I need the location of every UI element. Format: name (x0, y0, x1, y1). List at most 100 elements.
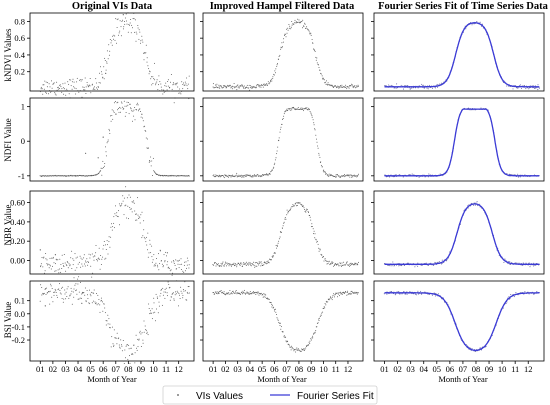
data-point (307, 344, 309, 346)
data-point (326, 83, 328, 85)
data-point (523, 85, 525, 87)
data-point (184, 261, 186, 263)
data-point (147, 65, 149, 67)
data-point (185, 83, 187, 85)
data-point (102, 248, 104, 250)
y-tick-label: 0.00 (10, 255, 25, 265)
data-point (220, 85, 222, 87)
data-point (65, 291, 67, 293)
data-point (134, 352, 136, 354)
data-point (343, 261, 345, 263)
data-point (246, 292, 248, 294)
data-point (172, 84, 174, 86)
data-point (333, 175, 335, 177)
data-point (428, 173, 430, 175)
data-point (269, 172, 271, 174)
data-point (287, 27, 289, 29)
data-point (508, 173, 511, 175)
data-point (40, 88, 42, 90)
data-point (235, 291, 236, 293)
data-point (212, 175, 214, 177)
data-point (133, 18, 135, 20)
data-point (120, 35, 122, 37)
data-point (133, 109, 135, 111)
data-point (76, 293, 78, 295)
data-point (186, 264, 188, 266)
data-point (161, 89, 163, 91)
data-point (131, 211, 133, 213)
data-point (109, 50, 111, 52)
data-point (130, 32, 132, 34)
data-point (223, 293, 225, 294)
data-point (66, 296, 68, 297)
data-point (89, 78, 91, 79)
data-point (434, 87, 436, 89)
data-point (138, 110, 139, 112)
data-point (59, 290, 61, 291)
data-point (294, 349, 296, 351)
data-point (150, 312, 152, 314)
data-point (67, 286, 69, 288)
data-point (103, 241, 105, 242)
data-point (161, 263, 163, 265)
data-point (57, 86, 59, 88)
data-point (216, 83, 218, 85)
data-point (218, 176, 220, 178)
data-point (243, 292, 245, 294)
data-point (61, 88, 63, 90)
data-point (132, 201, 134, 203)
data-point (139, 330, 141, 332)
x-tick-label: 07 (112, 364, 121, 374)
data-point (423, 87, 426, 89)
data-point (140, 214, 142, 216)
data-point (537, 89, 539, 91)
data-point (99, 82, 101, 84)
y-tick-label: -1 (18, 171, 25, 181)
data-point (310, 112, 312, 114)
data-point (140, 111, 141, 112)
data-point (105, 249, 107, 250)
data-point (146, 244, 148, 246)
data-point (528, 293, 530, 295)
data-point (293, 106, 295, 108)
data-point (311, 226, 313, 227)
data-point (272, 307, 274, 309)
data-point (138, 338, 140, 340)
data-point (101, 299, 103, 301)
data-point (147, 249, 148, 251)
legend-label-points: VIs Values (196, 391, 243, 402)
data-point (82, 86, 84, 88)
data-point (126, 197, 128, 199)
data-point (427, 176, 429, 178)
data-point (106, 50, 108, 52)
data-point (154, 79, 156, 81)
data-point (228, 174, 230, 176)
y-tick-label: 0.1 (14, 296, 25, 306)
data-point (84, 263, 85, 265)
data-point (532, 293, 535, 295)
data-point (356, 176, 358, 178)
data-point (70, 85, 72, 87)
data-point (134, 31, 136, 33)
data-point (129, 103, 131, 105)
data-point (155, 293, 157, 295)
data-point (221, 264, 223, 266)
x-tick-label: 03 (61, 364, 70, 374)
data-point (312, 119, 314, 121)
data-point (60, 86, 62, 88)
data-point (68, 93, 70, 95)
data-point (428, 84, 430, 86)
data-point (64, 88, 65, 90)
data-point (255, 262, 257, 263)
data-point (41, 257, 43, 258)
data-point (157, 266, 159, 268)
data-point (271, 256, 273, 258)
data-point (90, 254, 92, 256)
data-point (121, 350, 123, 352)
data-point (234, 264, 236, 266)
data-point (342, 264, 344, 266)
data-point (145, 137, 147, 139)
data-point (124, 105, 126, 107)
data-point (332, 85, 333, 87)
data-point (116, 212, 118, 214)
